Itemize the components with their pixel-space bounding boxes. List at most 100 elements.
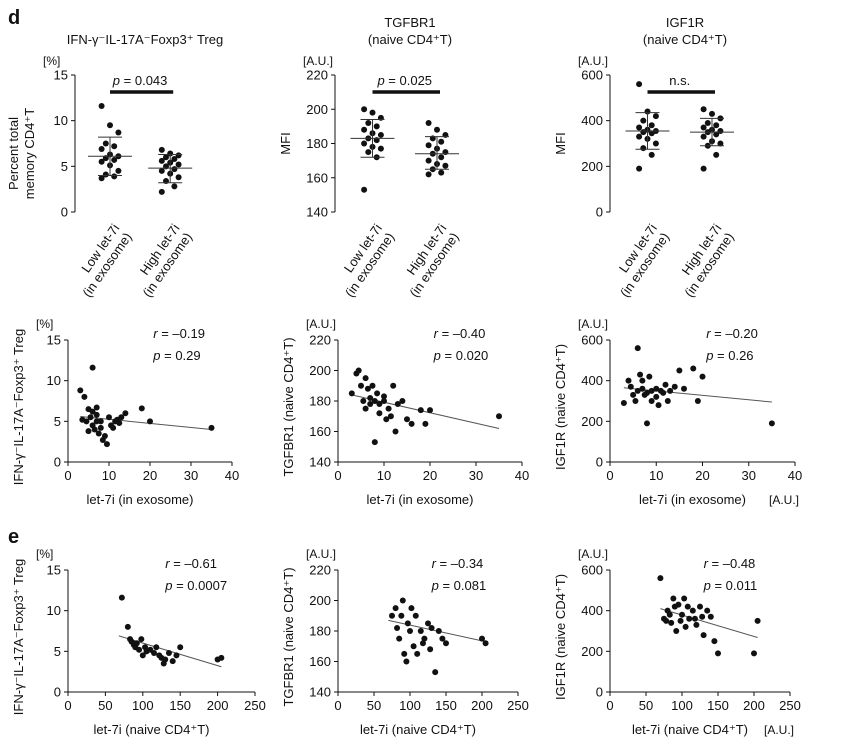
e3-x-tick-label-5: 250 — [779, 698, 801, 713]
r1-point-8 — [93, 404, 100, 411]
e1-xlabel: let-7i (naive CD4⁺T) — [94, 722, 210, 737]
e3-point-5 — [668, 619, 675, 626]
r3-point-4 — [632, 398, 639, 404]
e1-point-8 — [138, 636, 145, 643]
r1-p-value: p = 0.29 — [152, 348, 200, 363]
r3-y-tick-label-2: 400 — [581, 373, 603, 388]
d3-y-tick-label-1: 200 — [581, 159, 603, 174]
e3-x-unit: [A.U.] — [764, 723, 794, 737]
r3-point-27 — [690, 365, 697, 372]
d1-s0-point-14 — [111, 173, 118, 180]
e1-x-tick-label-1: 50 — [98, 698, 112, 713]
d1-s1-point-1 — [167, 150, 174, 157]
r3-point-7 — [637, 371, 644, 378]
e3-point-15 — [686, 615, 693, 622]
e1-p-value: p = 0.0007 — [164, 578, 227, 593]
e2-point-21 — [435, 628, 442, 634]
e1-point-24 — [218, 654, 225, 661]
d3-s0-point-12 — [652, 140, 659, 147]
e2-point-20 — [432, 669, 439, 676]
r3-x-tick-label-4: 40 — [788, 468, 802, 483]
e2-p-value: p = 0.081 — [431, 578, 487, 593]
r3-point-1 — [625, 377, 632, 384]
r3-point-9 — [639, 385, 646, 392]
d2-y-tick-label-0: 140 — [306, 205, 328, 220]
e3-y-tick-label-0: 0 — [596, 685, 603, 700]
d3-s0-point-3 — [640, 117, 647, 124]
r3-trend-line — [623, 387, 772, 403]
r2-point-14 — [376, 401, 383, 408]
r1-point-20 — [116, 419, 123, 426]
e1-y-tick-label-1: 5 — [54, 644, 61, 659]
d1-s1-point-3 — [163, 154, 169, 161]
d1-y-tick-label-1: 5 — [61, 159, 68, 174]
e2-point-1 — [392, 605, 399, 612]
d1-s1-point-15 — [158, 188, 165, 195]
d3-s1-point-12 — [717, 140, 724, 147]
e2-point-18 — [427, 646, 434, 653]
e3-xlabel: let-7i (naive CD4⁺T) — [632, 722, 748, 737]
e2-y-tick-label-2: 180 — [309, 624, 331, 639]
e3-point-19 — [697, 603, 703, 610]
r1-point-22 — [122, 410, 129, 417]
d3-s1-point-5 — [700, 124, 707, 131]
e1-x-tick-label-3: 150 — [169, 698, 191, 713]
r3-point-24 — [671, 383, 678, 390]
d3-unit: [A.U.] — [578, 54, 608, 68]
r3-point-3 — [630, 391, 637, 398]
r2-point-18 — [383, 416, 390, 423]
e3-p-value: p = 0.011 — [703, 578, 758, 593]
d3-subtitle: (naive CD4⁺T) — [643, 32, 727, 47]
r1-point-30 — [208, 424, 215, 431]
d3-title: IGF1R — [666, 15, 704, 30]
e3-point-23 — [707, 613, 714, 620]
r1-y-tick-label-2: 10 — [47, 373, 61, 388]
d3-s1-point-14 — [713, 151, 720, 158]
r2-point-16 — [381, 393, 387, 400]
e3-point-17 — [691, 615, 698, 622]
d1-s0-point-13 — [102, 171, 109, 178]
d2-s0-point-3 — [365, 119, 372, 126]
e2-unit: [A.U.] — [306, 547, 336, 561]
d3-s0-point-0 — [636, 81, 643, 88]
e2-x-tick-label-4: 200 — [471, 698, 493, 713]
e2-point-15 — [419, 640, 426, 647]
d3-s1-point-1 — [709, 110, 715, 117]
e2-point-12 — [412, 612, 419, 619]
e2-point-3 — [396, 635, 403, 642]
r3-point-29 — [699, 373, 706, 380]
r2-point-26 — [408, 420, 415, 427]
r3-point-17 — [653, 393, 660, 400]
r2-x-tick-label-4: 40 — [515, 468, 529, 483]
r1-point-26 — [89, 408, 96, 415]
d2-s1-point-0 — [425, 119, 432, 126]
e2-ylabel: TGFBR1 (naive CD4⁺T) — [281, 567, 296, 706]
r3-point-6 — [634, 387, 641, 394]
r1-point-0 — [77, 387, 84, 394]
d3-category-1: High let-7i(in exosome) — [679, 221, 737, 300]
e2-point-16 — [421, 635, 428, 642]
r2-point-0 — [348, 390, 355, 397]
d1-s0-point-5 — [98, 145, 105, 152]
r3-point-13 — [646, 373, 653, 380]
r3-ylabel: IGF1R (naive CD4⁺T) — [553, 344, 568, 470]
e3-y-tick-label-2: 400 — [581, 603, 603, 618]
r2-x-tick-label-1: 10 — [377, 468, 391, 483]
panel-label-e: e — [8, 526, 19, 548]
d3-s0-point-9 — [648, 130, 655, 137]
d3-y-tick-label-0: 0 — [596, 205, 603, 220]
r3-x-tick-label-2: 20 — [695, 468, 709, 483]
d3-s0-point-14 — [648, 151, 655, 158]
r3-point-18 — [655, 402, 662, 409]
e3-point-6 — [670, 595, 677, 602]
d2-category-0: Low let-7i(in exosome) — [341, 221, 397, 300]
d2-s1-point-1 — [434, 126, 440, 133]
d3-s0-point-10 — [636, 133, 643, 140]
r2-point-19 — [385, 405, 392, 412]
e3-x-tick-label-4: 200 — [743, 698, 765, 713]
r2-point-12 — [371, 439, 378, 446]
e1-point-9 — [139, 652, 146, 659]
chart-d3: IGF1R (naive CD4⁺T) [A.U.] 0 200 400 600 MFI n.s… — [553, 15, 737, 300]
r3-point-11 — [644, 389, 650, 396]
e2-point-9 — [407, 628, 413, 634]
